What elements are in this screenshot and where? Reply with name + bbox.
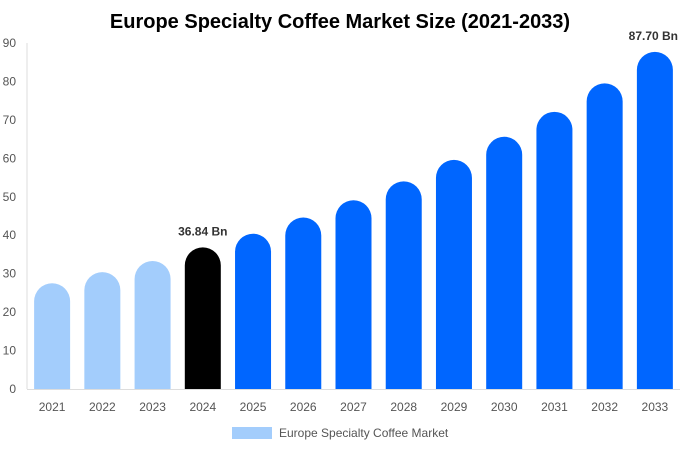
legend-label: Europe Specialty Coffee Market bbox=[279, 426, 449, 440]
bar-2026[interactable] bbox=[285, 217, 322, 389]
x-tick-label: 2026 bbox=[290, 400, 317, 414]
bar-2033[interactable] bbox=[636, 51, 673, 389]
y-tick-label: 90 bbox=[3, 36, 17, 50]
bar-2030[interactable] bbox=[486, 136, 523, 389]
x-tick-label: 2024 bbox=[189, 400, 216, 414]
bar-2029[interactable] bbox=[435, 159, 472, 389]
y-tick-label: 40 bbox=[3, 228, 17, 242]
x-tick-label: 2029 bbox=[441, 400, 468, 414]
y-tick-label: 10 bbox=[3, 344, 17, 358]
x-tick-label: 2028 bbox=[390, 400, 417, 414]
chart-title: Europe Specialty Coffee Market Size (202… bbox=[110, 11, 570, 33]
x-tick-label: 2027 bbox=[340, 400, 367, 414]
bar-2025[interactable] bbox=[235, 233, 272, 389]
data-label-2024: 36.84 Bn bbox=[178, 224, 227, 238]
bar-2023[interactable] bbox=[134, 260, 171, 389]
y-tick-label: 0 bbox=[9, 382, 16, 396]
x-tick-label: 2021 bbox=[39, 400, 66, 414]
bar-2031[interactable] bbox=[536, 111, 573, 389]
y-tick-label: 70 bbox=[3, 113, 17, 127]
y-tick-label: 20 bbox=[3, 305, 17, 319]
data-label-2033: 87.70 Bn bbox=[629, 29, 678, 43]
x-tick-label: 2031 bbox=[541, 400, 568, 414]
x-tick-label: 2023 bbox=[139, 400, 166, 414]
bar-2024[interactable] bbox=[184, 247, 221, 389]
x-tick-label: 2030 bbox=[491, 400, 518, 414]
legend[interactable]: Europe Specialty Coffee Market bbox=[232, 426, 449, 440]
x-tick-label: 2025 bbox=[240, 400, 267, 414]
x-tick-label: 2022 bbox=[89, 400, 116, 414]
x-tick-label: 2033 bbox=[642, 400, 669, 414]
bar-2021[interactable] bbox=[34, 283, 71, 389]
x-axis: 2021 2022 2023 2024 2025 2026 2027 2028 2029 2030… bbox=[27, 389, 680, 414]
bar-2032[interactable] bbox=[586, 83, 623, 389]
y-tick-label: 80 bbox=[3, 74, 17, 88]
data-labels: 36.84 Bn 87.70 Bn bbox=[178, 29, 678, 239]
bar-2022[interactable] bbox=[84, 272, 121, 389]
x-tick-label: 2032 bbox=[591, 400, 618, 414]
y-tick-label: 30 bbox=[3, 267, 17, 281]
legend-swatch bbox=[232, 427, 272, 439]
y-tick-label: 50 bbox=[3, 190, 17, 204]
bar-2027[interactable] bbox=[335, 200, 372, 389]
bars bbox=[34, 51, 673, 389]
y-axis: 0 10 20 30 40 50 60 70 80 90 bbox=[3, 36, 28, 396]
y-tick-label: 60 bbox=[3, 151, 17, 165]
bar-2028[interactable] bbox=[385, 181, 422, 389]
